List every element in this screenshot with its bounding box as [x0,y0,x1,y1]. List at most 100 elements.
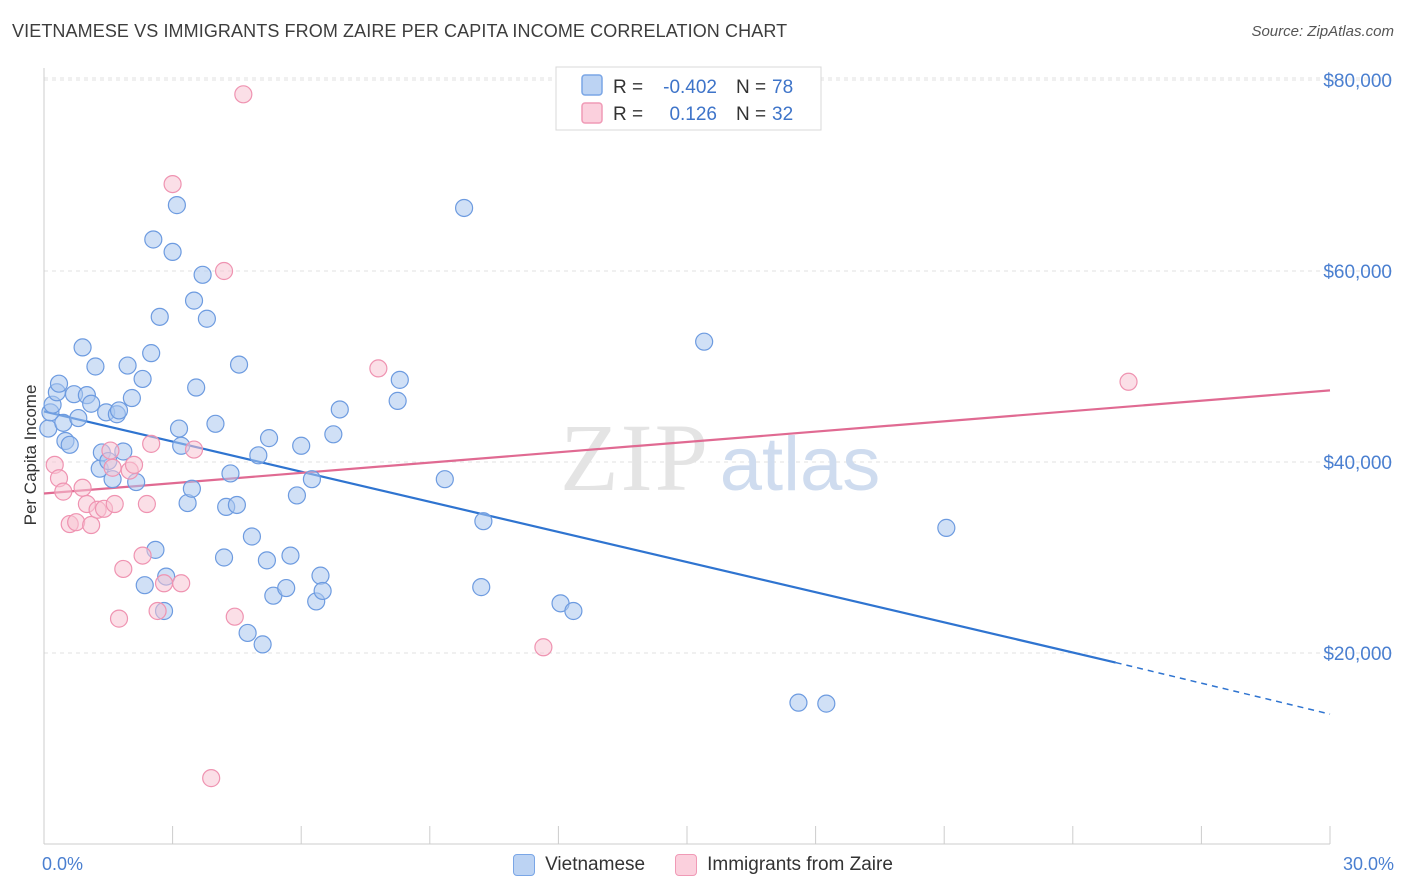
point-zaire [105,494,124,514]
point-vietnamese [206,414,225,433]
point-vietnamese [330,400,349,419]
trend-line-zaire [43,389,1331,495]
point-vietnamese [789,693,808,712]
point-zaire [154,574,174,593]
legend-r-label-1: R = [613,77,643,98]
legend-swatch-pink [675,854,698,876]
point-vietnamese [388,391,407,410]
y-tick-label: $20,000 [1323,644,1392,665]
point-vietnamese [238,623,257,643]
point-vietnamese [82,394,101,413]
point-zaire [202,769,221,788]
trend-line-vietnamese-extension [1115,661,1331,715]
point-vietnamese [435,470,454,489]
point-vietnamese [118,356,137,375]
point-vietnamese [144,230,163,249]
legend-swatch-zaire [581,102,603,124]
point-vietnamese [277,578,296,598]
trend-line-vietnamese [43,410,1116,664]
point-vietnamese [60,435,79,454]
point-vietnamese [454,198,474,218]
series-legend: Vietnamese Immigrants from Zaire [0,852,1406,878]
point-vietnamese [281,546,300,565]
point-zaire [67,513,86,532]
point-vietnamese [242,527,262,546]
point-vietnamese [229,355,249,374]
legend-n-value-2: 32 [772,104,793,125]
point-zaire [133,546,152,565]
point-vietnamese [197,309,216,328]
legend-label-vietnamese: Vietnamese [545,854,646,875]
point-vietnamese [695,332,714,351]
trend-lines [43,389,1331,715]
point-vietnamese [390,370,409,389]
y-axis-label: Per Capita Income [21,385,40,526]
point-vietnamese [187,378,206,397]
point-vietnamese [311,566,330,585]
legend-swatch-vietnamese [581,74,603,96]
y-tick-label: $40,000 [1323,453,1392,474]
watermark: ZIP atlas [560,404,880,511]
legend-r-value-2: 0.126 [669,104,717,125]
data-points [39,85,1138,788]
point-zaire [184,440,204,459]
y-tick-label: $60,000 [1323,262,1392,283]
point-vietnamese [54,413,73,432]
point-zaire [534,638,553,657]
point-zaire [142,434,161,453]
watermark-zip: ZIP [560,404,710,511]
point-zaire [73,478,92,497]
legend-r-value-1: -0.402 [663,77,717,98]
point-zaire [369,359,388,378]
point-vietnamese [249,446,268,465]
point-vietnamese [324,425,343,444]
point-vietnamese [474,512,493,531]
point-vietnamese [86,357,105,376]
point-vietnamese [313,581,332,601]
point-vietnamese [133,369,152,389]
point-vietnamese [49,374,69,393]
point-zaire [214,261,234,281]
point-vietnamese [122,388,141,408]
axes: $20,000 $40,000 $60,000 $80,000 0.0% 30.0% [42,68,1394,874]
point-zaire [172,574,191,593]
point-zaire [225,607,244,626]
point-vietnamese [169,419,189,438]
point-vietnamese [163,242,182,261]
point-vietnamese [302,470,322,489]
point-zaire [124,455,144,474]
point-vietnamese [472,578,491,597]
watermark-atlas: atlas [720,422,881,507]
point-vietnamese [287,486,307,505]
legend-n-label-1: N = [736,77,766,98]
point-vietnamese [182,479,201,498]
point-zaire [101,441,120,460]
point-vietnamese [257,551,277,570]
point-vietnamese [253,635,272,654]
point-vietnamese [227,495,246,515]
point-zaire [114,559,133,579]
point-vietnamese [937,518,956,537]
point-zaire [234,85,253,104]
point-vietnamese [193,265,212,284]
point-zaire [82,515,101,535]
point-vietnamese [184,291,204,310]
point-zaire [109,609,129,628]
legend-n-label-2: N = [736,104,766,125]
point-vietnamese [69,408,88,428]
legend-n-value-1: 78 [772,77,793,98]
legend-item-vietnamese: Vietnamese [513,854,645,876]
point-vietnamese [167,196,186,215]
point-vietnamese [292,436,311,455]
point-zaire [1119,372,1138,391]
legend-swatch-blue [513,854,536,876]
chart-title: VIETNAMESE VS IMMIGRANTS FROM ZAIRE PER … [12,21,788,41]
point-zaire [54,482,73,501]
y-tick-label: $80,000 [1323,71,1392,92]
point-vietnamese [73,338,92,357]
point-vietnamese [259,429,279,448]
point-vietnamese [150,307,169,326]
point-vietnamese [135,576,154,595]
point-vietnamese [564,601,583,621]
